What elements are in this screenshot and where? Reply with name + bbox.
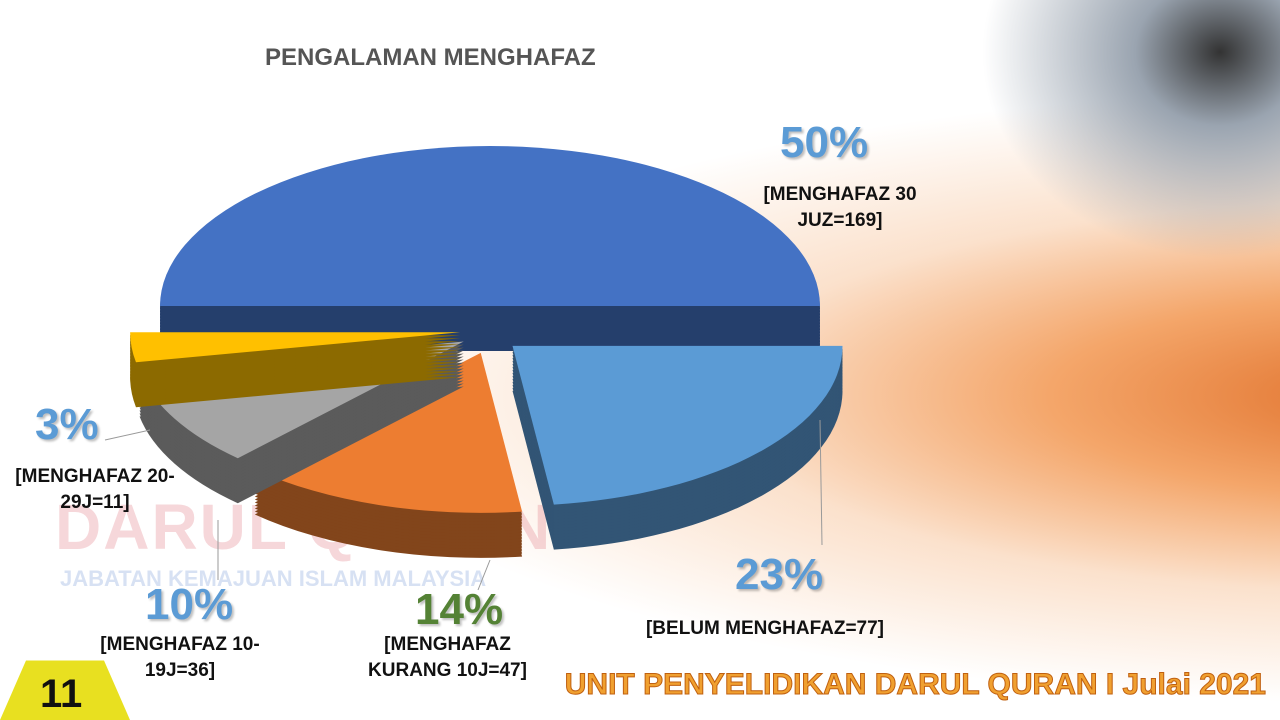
leader-line bbox=[477, 559, 491, 591]
category-label: [BELUM MENGHAFAZ=77] bbox=[645, 618, 885, 639]
footer: UNIT PENYELIDIKAN DARUL QURAN I Julai 20… bbox=[564, 668, 1266, 702]
data-label: 10% bbox=[145, 580, 234, 629]
slice bbox=[160, 146, 820, 306]
data-label: 14% bbox=[415, 585, 504, 634]
slice bbox=[254, 352, 523, 513]
slide-number: 11 bbox=[40, 672, 83, 716]
slice bbox=[130, 332, 461, 363]
leader-line bbox=[819, 419, 823, 546]
background-shade bbox=[980, 0, 1280, 260]
data-label: 23% bbox=[735, 550, 824, 599]
category-label: [MENGHAFAZ KURANG 10J=47] bbox=[368, 634, 527, 681]
data-label: 50% bbox=[780, 118, 869, 167]
slice bbox=[512, 345, 843, 505]
category-label: [MENGHAFAZ 10-19J=36] bbox=[100, 634, 260, 681]
leader-line bbox=[104, 429, 151, 441]
category-label: [MENGHAFAZ 20-29J=11] bbox=[15, 466, 175, 513]
category-label: [MENGHAFAZ 30 JUZ=169] bbox=[763, 184, 917, 231]
slide-number-badge bbox=[0, 660, 130, 720]
chart-title: PENGALAMAN MENGHAFAZ bbox=[265, 44, 596, 71]
data-label: 3% bbox=[35, 400, 99, 449]
watermark-agency: JABATAN KEMAJUAN ISLAM MALAYSIA bbox=[60, 566, 487, 591]
